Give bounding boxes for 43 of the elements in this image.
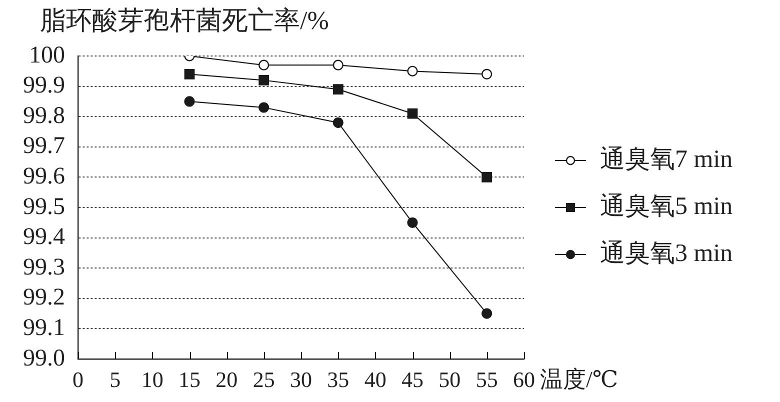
y-tick-label: 99.5 bbox=[23, 194, 65, 220]
x-tick-label: 10 bbox=[141, 366, 164, 392]
x-tick-label: 5 bbox=[110, 366, 121, 392]
y-tick-label: 99.6 bbox=[23, 163, 65, 190]
point bbox=[332, 60, 344, 70]
y-tick-label: 99.2 bbox=[23, 284, 65, 311]
point bbox=[184, 68, 195, 80]
y-axis-title: 脂环酸芽孢杆菌死亡率/% bbox=[40, 6, 329, 35]
point bbox=[407, 108, 418, 119]
y-tick-label: 99.0 bbox=[23, 345, 65, 372]
point bbox=[482, 308, 492, 319]
x-tick-label: 15 bbox=[178, 366, 200, 392]
y-tick-label: 99.7 bbox=[23, 133, 65, 160]
x-tick-label: 45 bbox=[402, 366, 424, 392]
point bbox=[332, 117, 344, 128]
y-tick-label: 99.8 bbox=[23, 102, 65, 129]
y-tick-label: 100 bbox=[29, 42, 65, 68]
point bbox=[482, 172, 492, 182]
x-tick-label: 25 bbox=[252, 366, 275, 392]
x-axis-title: 温度/℃ bbox=[540, 367, 618, 392]
point bbox=[184, 96, 195, 107]
point bbox=[258, 60, 270, 70]
point bbox=[258, 75, 270, 86]
legend-label: 通臭氧5 min bbox=[600, 193, 734, 220]
y-tick-label: 99.9 bbox=[23, 72, 65, 99]
x-tick-label: 55 bbox=[476, 366, 498, 392]
x-tick-label: 20 bbox=[216, 366, 238, 392]
x-tick-label: 50 bbox=[438, 366, 461, 392]
x-tick-label: 30 bbox=[290, 366, 312, 392]
point bbox=[407, 66, 418, 76]
y-tick-label: 99.4 bbox=[23, 224, 65, 250]
point bbox=[407, 217, 418, 228]
x-tick-label: 40 bbox=[364, 366, 386, 392]
legend-label: 通臭氧3 min bbox=[600, 240, 734, 268]
y-tick-label: 99.3 bbox=[23, 254, 65, 280]
point bbox=[258, 102, 270, 113]
y-tick-label: 99.1 bbox=[23, 314, 65, 341]
legend-label: 通臭氧7 min bbox=[600, 146, 734, 174]
x-tick-label: 0 bbox=[72, 366, 84, 392]
point bbox=[332, 84, 344, 95]
point bbox=[482, 68, 492, 80]
x-tick-label: 60 bbox=[513, 366, 535, 392]
x-tick-label: 35 bbox=[327, 366, 350, 392]
